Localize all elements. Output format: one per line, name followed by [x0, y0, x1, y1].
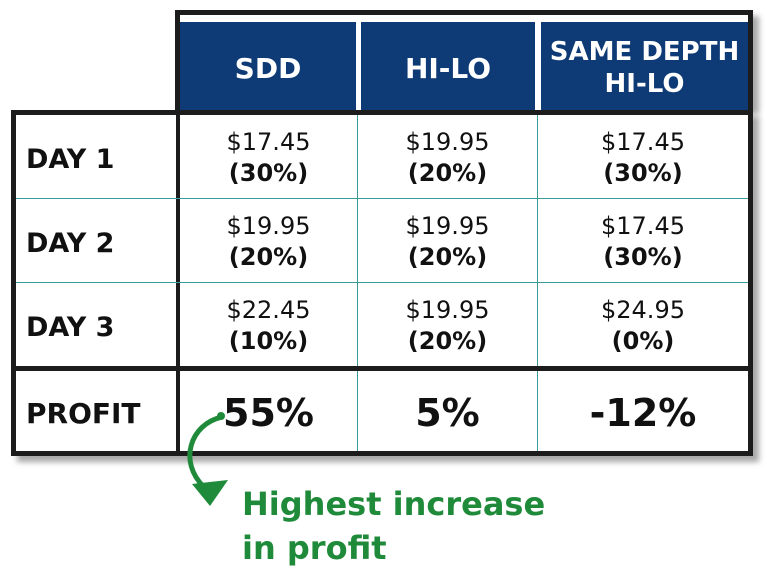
percent-value: (30%)	[228, 159, 309, 187]
price-value: $17.45	[226, 128, 311, 156]
price-value: $19.95	[405, 212, 490, 240]
header-sdd-label: SDD	[234, 51, 302, 85]
table-cell: $19.95 (20%)	[180, 211, 357, 273]
label-column-divider	[176, 115, 180, 451]
price-value: $17.45	[601, 128, 685, 156]
percent-value: (20%)	[407, 159, 488, 187]
percent-value: (20%)	[407, 243, 488, 271]
table-cell: $19.95 (20%)	[358, 295, 537, 357]
annotation-line-2: in profit	[242, 529, 387, 567]
profit-value-hi-lo: 5%	[415, 391, 480, 435]
profit-value-sdd: 55%	[223, 391, 314, 435]
price-value: $17.45	[601, 212, 685, 240]
table-header: SDD HI-LO SAME DEPTH HI-LO	[175, 10, 753, 114]
header-same-depth-line2: HI-LO	[604, 69, 685, 99]
row-label-day-2: DAY 2	[26, 228, 115, 259]
percent-value: (10%)	[228, 327, 309, 355]
percent-value: (30%)	[603, 243, 683, 271]
header-hi-lo: HI-LO	[361, 22, 535, 114]
percent-value: (20%)	[228, 243, 309, 271]
header-hi-lo-label: HI-LO	[404, 51, 492, 85]
header-same-depth-line1: SAME DEPTH	[549, 37, 740, 67]
price-value: $19.95	[405, 128, 490, 156]
row-divider-2	[16, 282, 748, 283]
percent-value: (20%)	[407, 327, 488, 355]
row-label-day-3: DAY 3	[26, 312, 115, 343]
table-cell: $19.95 (20%)	[358, 127, 537, 189]
row-divider-1	[16, 198, 748, 199]
percent-value: (30%)	[603, 159, 683, 187]
table-cell: $22.45 (10%)	[180, 295, 357, 357]
annotation-line-1: Highest increase	[242, 485, 546, 523]
profit-row-divider	[16, 366, 748, 371]
header-sdd: SDD	[180, 22, 356, 114]
table-body: DAY 1 DAY 2 DAY 3 PROFIT $17.45 (30%) $1…	[11, 110, 753, 456]
price-value: $19.95	[226, 212, 311, 240]
table-cell: $17.45 (30%)	[538, 127, 748, 189]
column-divider-1	[357, 115, 358, 451]
column-divider-2	[537, 115, 538, 451]
annotation-text: Highest increase in profit	[242, 482, 545, 570]
price-value: $19.95	[405, 296, 490, 324]
row-label-profit: PROFIT	[26, 397, 141, 430]
header-same-depth-hi-lo: SAME DEPTH HI-LO	[541, 22, 748, 114]
table-cell: $17.45 (30%)	[538, 211, 748, 273]
percent-value: (0%)	[611, 327, 675, 355]
table-cell: $19.95 (20%)	[358, 211, 537, 273]
row-label-day-1: DAY 1	[26, 144, 115, 175]
table-cell: $17.45 (30%)	[180, 127, 357, 189]
price-value: $22.45	[226, 296, 311, 324]
price-value: $24.95	[601, 296, 685, 324]
profit-value-same-depth: -12%	[589, 391, 697, 435]
table-cell: $24.95 (0%)	[538, 295, 748, 357]
